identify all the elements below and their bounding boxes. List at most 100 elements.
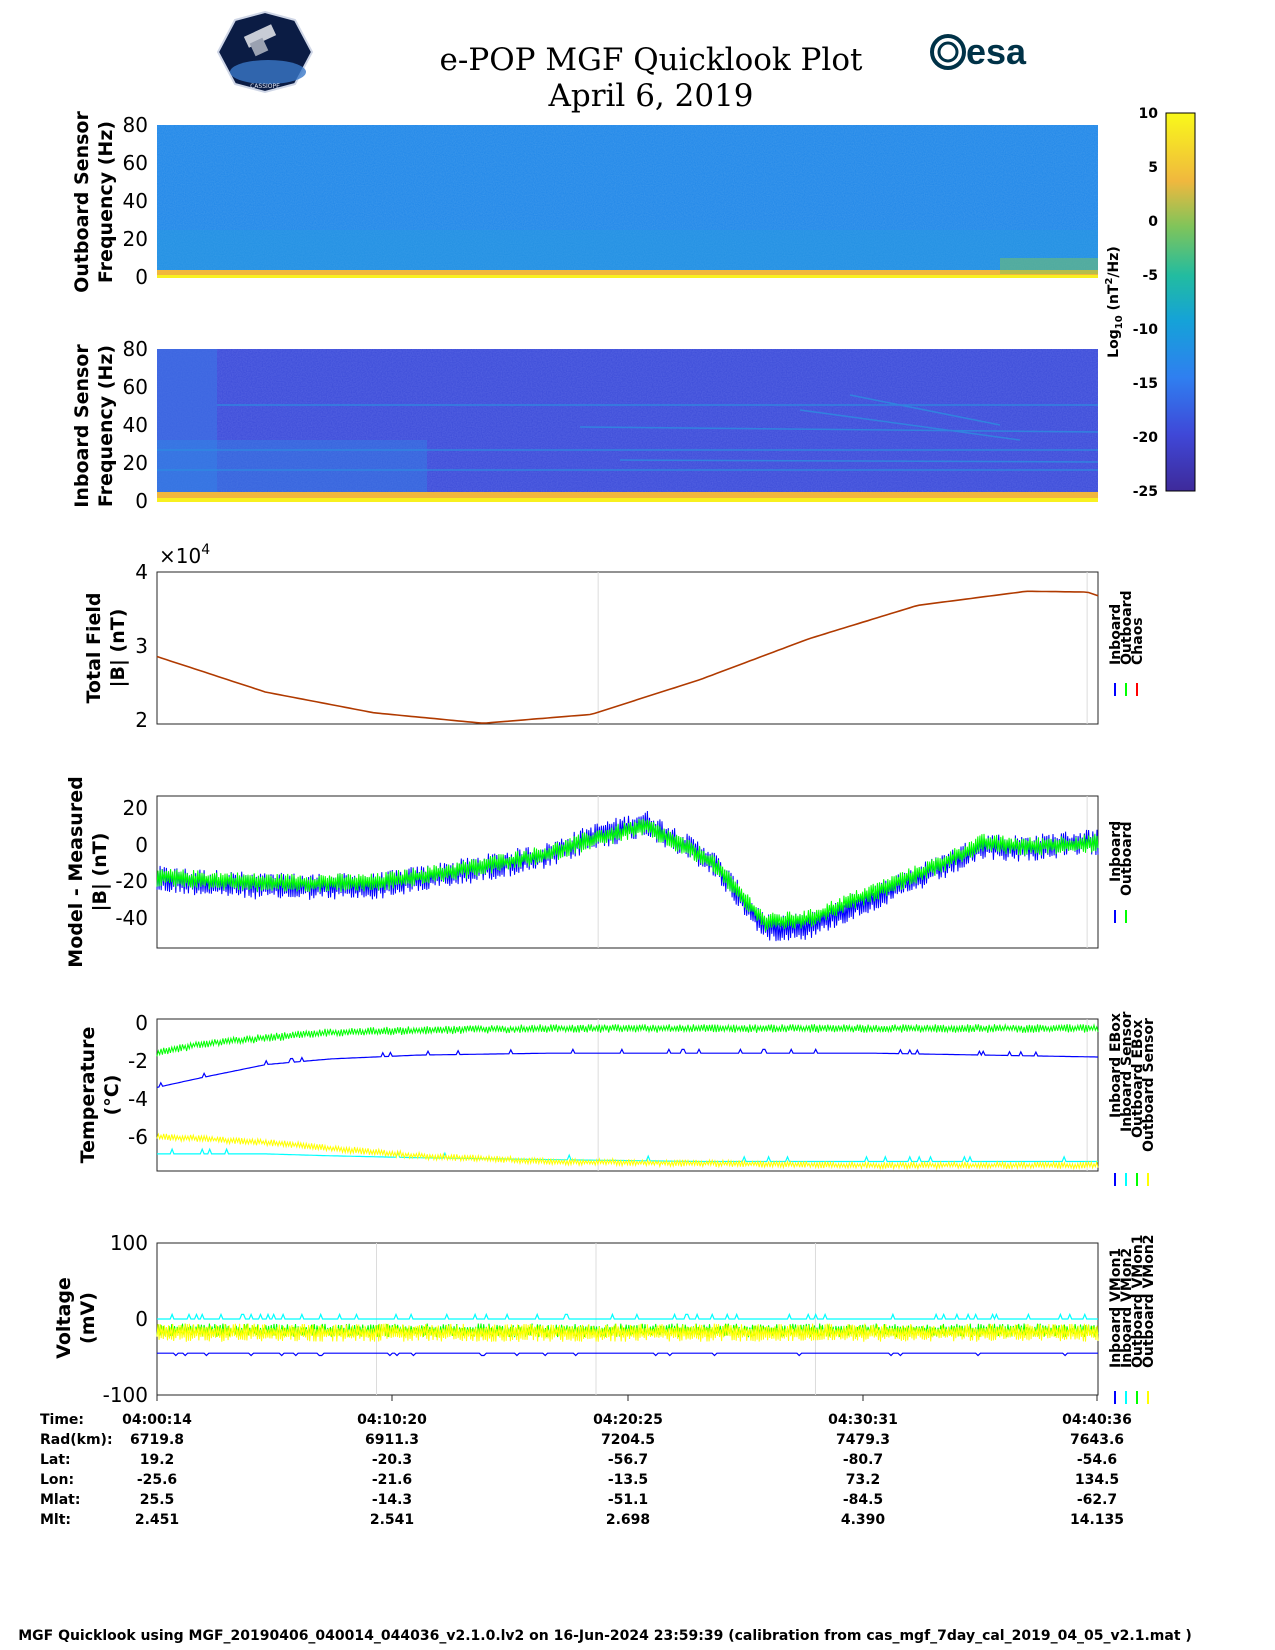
ephemeris-table: Time: 04:00:14 04:10:20 04:20:25 04:30:31 04:… [40,1412,1132,1528]
inboard-spectrogram-panel: 80 60 40 20 0 Inboard Sensor Frequency (… [71,337,1099,513]
inboard-ytick-20: 20 [123,451,148,475]
temperature-ytick-m6: -6 [128,1125,148,1149]
table-cell: -13.5 [608,1472,648,1488]
residual-grid [597,796,1088,948]
voltage-ytick-m100: -100 [103,1383,148,1407]
outboard-ylabel-line2: Frequency (Hz) [95,121,117,283]
colorbar-tick-m20: -20 [1133,430,1159,446]
outboard-spectrogram-noise [157,125,1098,278]
residual-ytick-20: 20 [123,796,148,820]
table-cell: 134.5 [1075,1472,1119,1488]
outboard-activity-patch [1000,258,1098,274]
inboard-spectrogram-noise [157,349,1098,502]
series-line-outboard-vmon2 [156,1323,1099,1342]
legend-volt-outboard-vmon2: Outboard VMon2 [1141,1234,1157,1368]
voltage-panel: 100 0 -100 Voltage (mV) Inboard VMon1 In… [53,1231,1157,1407]
series-line-outboard-ebox [156,1023,1099,1057]
table-cell: 25.5 [140,1492,175,1508]
table-cell: -54.6 [1077,1452,1117,1468]
outboard-ytick-60: 60 [123,151,148,175]
legend-temp-inboard-sensor: Inboard Sensor [1119,1011,1135,1132]
table-cell: -80.7 [843,1452,883,1468]
plot-date: April 6, 2019 [547,78,753,114]
series-line-inboard-vmon2 [157,1312,1098,1321]
legend-temp-inboard-ebox: Inboard EBox [1108,1013,1124,1118]
total-field-grid [597,572,1088,724]
outboard-low-freq-band [157,230,1098,270]
colorbar-tick-m25: -25 [1133,484,1158,500]
inboard-low-freq-patch [157,440,427,495]
table-cell: -56.7 [608,1452,648,1468]
residual-ylabel-line2: |B| (nT) [89,833,111,912]
table-cell: 7643.6 [1070,1432,1124,1448]
voltage-ytick-0: 0 [135,1307,148,1331]
residual-ytick-m40: -40 [115,906,148,930]
temperature-axes [156,1018,1099,1172]
table-cell: 04:00:14 [122,1412,192,1428]
inboard-yticks: 80 60 40 20 0 [123,337,148,513]
legend-volt-inboard-vmon1: Inboard VMon1 [1108,1248,1124,1368]
esa-logo: esa [930,31,1027,72]
table-cell: 2.451 [135,1512,179,1528]
table-cell: 2.698 [606,1512,650,1528]
temperature-panel: 0 -2 -4 -6 Temperature (°C) Inboard EBox… [77,1011,1157,1186]
total-field-yticks: 4 3 2 [135,560,148,732]
table-row-label: Lon: [40,1472,74,1488]
voltage-ylabel-line1: Voltage [53,1277,75,1359]
table-row-label: Rad(km): [40,1432,113,1448]
table-cell: -51.1 [608,1492,648,1508]
table-cell: -20.3 [372,1452,412,1468]
colorbar-ticks: 10 5 0 -5 -10 -15 -20 -25 [1133,106,1159,500]
colorbar-label: Log10 (nT2/Hz) [1104,246,1125,358]
legend-total-inboard: Inboard [1108,604,1124,665]
colorbar-tick-m5: -5 [1142,268,1158,284]
inboard-ylabel-line2: Frequency (Hz) [95,345,117,507]
inboard-ytick-80: 80 [123,337,148,361]
voltage-yticks: 100 0 -100 [103,1231,148,1407]
table-row-label: Mlat: [40,1492,80,1508]
colorbar-tick-m15: -15 [1133,376,1158,392]
temperature-lines [156,1023,1099,1171]
series-line-inboard-ebox [156,1048,1098,1088]
legend-total-outboard: Outboard [1119,590,1135,665]
total-field-legend: Inboard Outboard Chaos [1108,590,1146,696]
inboard-ytick-60: 60 [123,375,148,399]
table-cell: 19.2 [140,1452,175,1468]
residual-lines [156,810,1099,942]
plot-title: e-POP MGF Quicklook Plot [440,42,863,78]
outboard-dc-line [157,275,1098,278]
legend-temp-outboard-ebox: Outboard EBox [1130,1020,1146,1138]
table-row-label: Lat: [40,1452,71,1468]
outboard-ytick-80: 80 [123,113,148,137]
table-cell: -84.5 [843,1492,883,1508]
temperature-ytick-m2: -2 [128,1049,148,1073]
table-cell: 04:40:36 [1062,1412,1132,1428]
cassiope-logo-text: CASSIOPE [250,83,280,90]
temperature-yticks: 0 -2 -4 -6 [128,1011,148,1149]
table-cell: 73.2 [846,1472,881,1488]
residual-ytick-0: 0 [135,833,148,857]
total-field-exponent: ×104 [159,542,210,568]
voltage-ylabel-line2: (mV) [77,1292,99,1344]
residual-legend: Inboard Outboard [1108,821,1135,923]
table-cell: -14.3 [372,1492,412,1508]
total-field-ylabel-line1: Total Field [83,592,105,703]
inboard-dc-band [157,492,1098,498]
colorbar-gradient [1165,112,1196,492]
residual-panel: 20 0 -20 -40 Model - Measured |B| (nT) I… [65,776,1135,967]
outboard-spectrogram-panel: 80 60 40 20 0 Outboard Sensor Frequency … [71,111,1098,293]
inboard-ytick-0: 0 [135,489,148,513]
table-cell: -21.6 [372,1472,412,1488]
voltage-lines [156,1312,1099,1357]
cassiope-logo: CASSIOPE [216,10,314,94]
inboard-ytick-40: 40 [123,413,148,437]
inboard-harmonic-lines [157,394,1099,471]
table-cell: -62.7 [1077,1492,1117,1508]
inboard-dc-line [157,498,1098,502]
table-cell: 04:30:31 [828,1412,898,1428]
legend-total-chaos: Chaos [1130,617,1146,665]
table-row-label: Mlt: [40,1512,71,1528]
legend-residual-outboard: Outboard [1119,821,1135,896]
residual-ylabel-line1: Model - Measured [65,776,87,967]
voltage-legend: Inboard VMon1 Inboard VMon2 Outboard VMo… [1108,1234,1157,1404]
